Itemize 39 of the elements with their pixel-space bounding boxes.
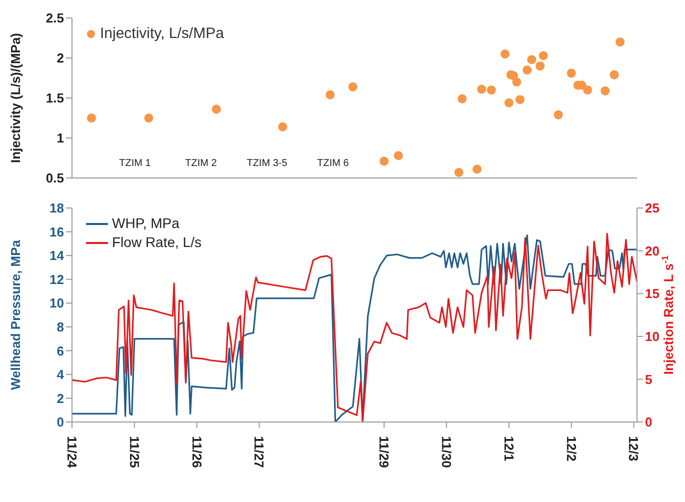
y-tick-label: 1.5 xyxy=(46,90,64,106)
annotation: TZIM 6 xyxy=(316,158,350,169)
x-tick-label: 11/25 xyxy=(126,436,142,468)
x-tick-label: 12/1 xyxy=(501,436,516,462)
annotation: TZIM 3-5 xyxy=(246,158,288,169)
y-tick-label: 0.5 xyxy=(46,170,64,186)
y-tick-label: 16 xyxy=(50,224,64,240)
y-tick-label: 1 xyxy=(56,130,64,146)
y-tick-label: 10 xyxy=(50,296,64,311)
y2-tick-label: 10 xyxy=(645,329,660,344)
x-tick-label: 11/29 xyxy=(376,436,392,468)
x-tick-label: 11/27 xyxy=(252,436,267,468)
y-tick-label: 2.5 xyxy=(46,10,64,26)
x-tick-label: 11/30 xyxy=(439,436,454,468)
y-tick-label: 12 xyxy=(50,272,64,287)
annotation: TZIM 1 xyxy=(118,158,152,169)
y-tick-label: 14 xyxy=(50,248,65,264)
legend-label: Injectivity, L/s/MPa xyxy=(100,24,224,43)
y-axis-title: Injectivity (L/s)/(MPa) xyxy=(8,32,23,164)
annotation: TZIM 2 xyxy=(184,158,218,169)
y-tick-label: 0 xyxy=(56,414,64,430)
x-tick-label: 12/3 xyxy=(626,436,642,462)
x-tick-label: 11/24 xyxy=(64,436,80,469)
y-tick-label: 8 xyxy=(56,320,64,335)
y-axis-title: Wellhead Pressure, MPa xyxy=(8,239,23,390)
y-tick-label: 2 xyxy=(56,50,64,66)
x-tick-label: 11/26 xyxy=(189,436,204,468)
y2-tick-label: 0 xyxy=(645,414,652,430)
y2-tick-label: 20 xyxy=(645,243,660,258)
legend-label: Flow Rate, L/s xyxy=(112,233,202,252)
y-tick-label: 6 xyxy=(56,343,64,358)
y2-tick-label: 15 xyxy=(645,286,660,302)
y-tick-label: 4 xyxy=(56,367,65,382)
y-tick-label: 18 xyxy=(50,200,64,216)
y2-tick-label: 25 xyxy=(645,200,660,216)
y2-tick-label: 5 xyxy=(645,372,652,387)
legend-label: WHP, MPa xyxy=(112,214,180,233)
x-tick-label: 12/2 xyxy=(564,436,579,462)
y-tick-label: 2 xyxy=(56,390,64,406)
